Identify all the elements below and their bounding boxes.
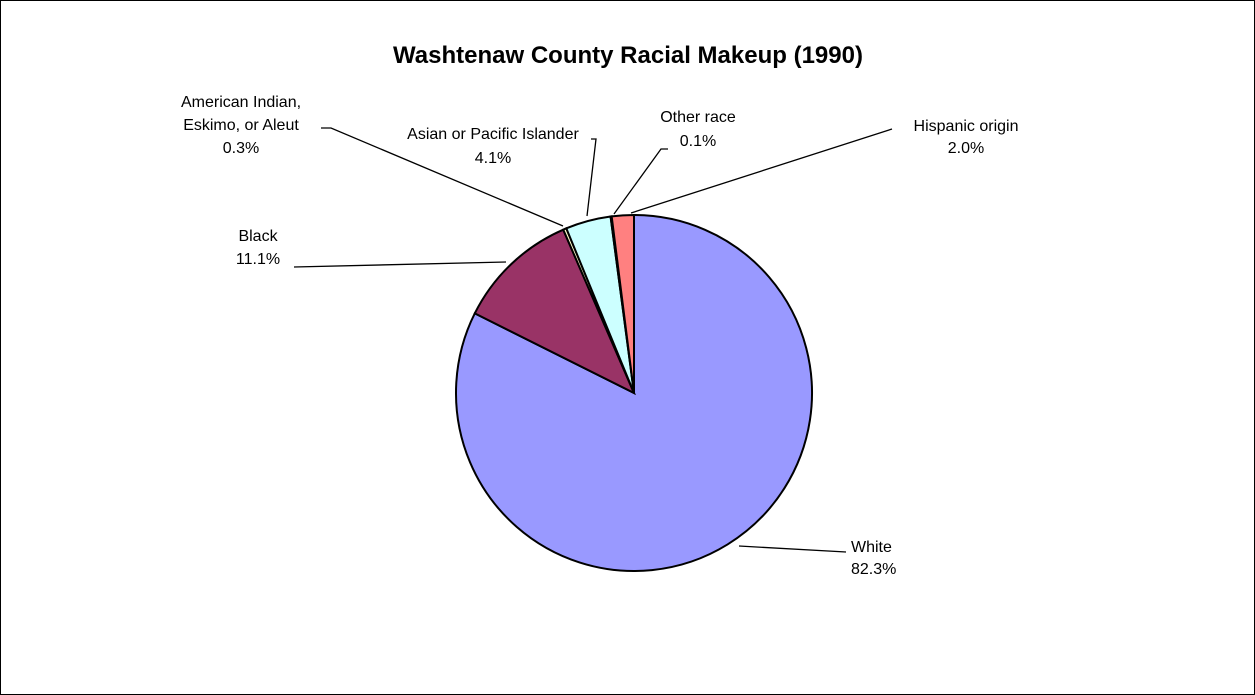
leader-line [630,128,893,214]
slice-name-label: American Indian, Eskimo, or Aleut [181,94,301,134]
slice-name-label: Asian or Pacific Islander [407,126,579,143]
leader-line [738,545,847,553]
leader-line [613,148,668,215]
slice-value-label: 2.0% [948,140,984,157]
slice-value-label: 0.1% [680,133,716,150]
pie-slice-black [473,228,637,396]
chart-title: Washtenaw County Racial Makeup (1990) [393,42,863,69]
slice-name-label: Other race [660,109,736,126]
leader-line [321,127,564,227]
pie-slices [455,213,813,572]
slice-value-label: 4.1% [475,150,511,167]
slice-name-label: White [851,539,892,556]
slice-name-label: Hispanic origin [914,118,1019,135]
leader-lines [293,127,893,553]
slice-labels: White 82.3% Black 11.1% American Indian, Eski… [181,94,1019,578]
slice-value-label: 11.1% [236,251,280,268]
slice-value-label: 82.3% [851,561,896,578]
slice-name-label: Black [238,228,278,245]
pie-slice-hispanic-origin [610,213,635,394]
leader-line [586,138,597,217]
slice-value-label: 0.3% [223,140,259,157]
leader-line [293,261,507,268]
